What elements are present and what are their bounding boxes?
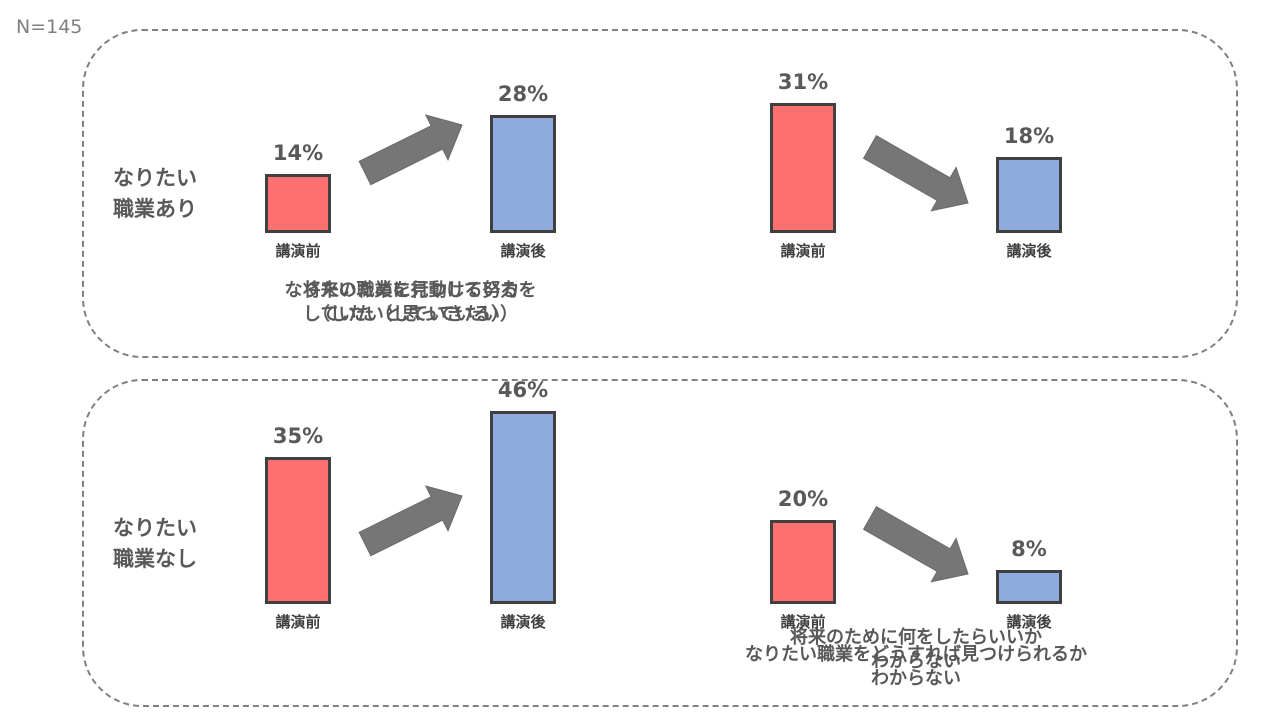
chart-caption: なりたい職業を見つける努力を していた（していきたい） bbox=[181, 279, 641, 327]
trend-arrow-down bbox=[862, 506, 969, 583]
chart-caption: なりたい職業をどうすれば見つけられるか わからない bbox=[686, 643, 1146, 691]
caption-line: わからない bbox=[871, 651, 961, 672]
data-label: 8% bbox=[1011, 537, 1047, 562]
caption-line: なりたい職業を見つける努力を bbox=[284, 280, 537, 301]
category-label: 講演前 bbox=[275, 242, 321, 260]
bar-after bbox=[996, 157, 1062, 233]
bar-after bbox=[490, 410, 556, 604]
row-label-no-career: なりたい 職業なし bbox=[113, 513, 197, 575]
caption-line: していた（していきたい） bbox=[303, 304, 518, 325]
category-label: 講演前 bbox=[780, 613, 826, 631]
panel-no-career bbox=[82, 379, 1238, 707]
category-label: 講演前 bbox=[275, 613, 321, 631]
data-label: 20% bbox=[777, 487, 829, 511]
data-label: 46% bbox=[497, 377, 549, 402]
caption-line: 将来のために行動している bbox=[302, 280, 519, 301]
bar-before bbox=[265, 457, 331, 604]
caption-line: なりたい職業をどうすれば見つけられるか bbox=[745, 644, 1087, 665]
trend-arrow-down bbox=[862, 135, 969, 212]
chart-caption: 将来のために行動している （したいと思っている） bbox=[181, 279, 641, 327]
trend-arrow-up bbox=[358, 485, 463, 557]
bar-before bbox=[770, 102, 836, 233]
row-label-line: 職業あり bbox=[113, 197, 197, 221]
bar-after bbox=[490, 115, 556, 233]
bar-after bbox=[996, 570, 1062, 604]
caption-line: 将来のために何をしたらいいか bbox=[790, 627, 1042, 648]
data-label: 28% bbox=[497, 82, 549, 107]
panel-has-career bbox=[82, 29, 1238, 358]
category-label: 講演後 bbox=[1006, 242, 1052, 260]
row-label-line: 職業なし bbox=[113, 547, 197, 571]
category-label: 講演後 bbox=[500, 613, 546, 631]
bar-before bbox=[265, 174, 331, 233]
sample-size-label: N=145 bbox=[16, 16, 83, 38]
row-label-line: なりたい bbox=[113, 516, 197, 540]
data-label: 35% bbox=[272, 424, 324, 448]
caption-line: わからない bbox=[871, 668, 961, 689]
data-label: 14% bbox=[272, 141, 324, 166]
row-label-line: なりたい bbox=[113, 166, 197, 190]
category-label: 講演前 bbox=[780, 242, 826, 260]
category-label: 講演後 bbox=[500, 242, 546, 260]
bar-before bbox=[770, 520, 836, 604]
row-label-has-career: なりたい 職業あり bbox=[113, 163, 197, 225]
data-label: 31% bbox=[777, 69, 829, 94]
chart-caption: 将来のために何をしたらいいか わからない bbox=[686, 626, 1146, 674]
category-label: 講演後 bbox=[1006, 613, 1052, 631]
data-label: 18% bbox=[1003, 124, 1055, 149]
trend-arrow-up bbox=[358, 114, 463, 186]
caption-line: （したいと思っている） bbox=[311, 304, 510, 325]
